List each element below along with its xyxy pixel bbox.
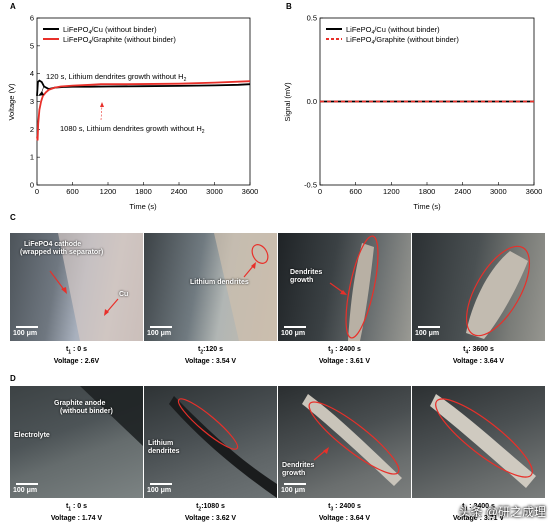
photo-label: Cu [119, 291, 129, 298]
y-tick-label: 3 [30, 97, 34, 106]
y-tick-label: 0.5 [307, 14, 317, 23]
panel-letter-c: C [10, 213, 16, 222]
panel-letter-a: A [10, 2, 16, 11]
photo-d-3: Dendrites growth 100 μm [278, 386, 411, 498]
legend-label-cu: LiFePO4/Cu (without binder) [346, 25, 440, 36]
y-axis-label: Voltage (V) [7, 83, 16, 121]
scale-label: 100 μm [13, 487, 38, 494]
legend-label-graphite: LiFePO4/Graphite (without binder) [346, 35, 459, 46]
x-tick-label: 3000 [206, 187, 223, 196]
annotation-1080s: 1080 s, Lithium dendrites growth without… [60, 124, 205, 135]
caption-c-4: t4: 3600 s Voltage : 3.64 V [452, 346, 505, 366]
photo-label: (wrapped with separator) [20, 249, 104, 256]
x-axis-label: Time (s) [413, 202, 441, 211]
photo-label: dendrites [148, 448, 180, 455]
photo-label: LiFePO4 cathode [24, 241, 82, 248]
y-tick-label: 6 [30, 14, 34, 23]
x-tick-label: 2400 [454, 187, 471, 196]
annotation-arrowhead-1080s [100, 102, 104, 107]
series-line-1 [36, 79, 251, 96]
scale-bar [418, 326, 440, 328]
photo-label: growth [290, 277, 314, 284]
watermark: 头条 @研之成理 [458, 505, 546, 519]
x-tick-label: 1800 [135, 187, 152, 196]
y-tick-label: -0.5 [304, 181, 317, 190]
x-tick-label: 0 [318, 187, 322, 196]
annotation-arrowhead-120s [38, 91, 44, 96]
y-tick-label: 4 [30, 69, 34, 78]
signal-chart: 0 600 1200 1800 2400 3000 3600 -0.5 0.0 0.5 LiFeP… [283, 14, 543, 212]
panel-letter-b: B [286, 2, 292, 11]
y-tick-label: 1 [30, 153, 34, 162]
photo-label: Lithium dendrites [190, 279, 249, 286]
scale-bar [284, 326, 306, 328]
annotation-arrow-1080s [100, 104, 103, 121]
caption-d-4: t3 : 2400 s Voltage : 3.71 V [452, 503, 505, 523]
photo-label: Dendrites [282, 462, 315, 469]
photo-c-1: LiFePO4 cathode (wrapped with separator)… [10, 233, 143, 341]
scale-bar [284, 483, 306, 485]
y-tick-label: 0.0 [307, 97, 317, 106]
photo-label: Electrolyte [14, 432, 50, 439]
caption-c-3: t3 : 2400 s Voltage : 3.61 V [318, 346, 371, 366]
scale-bar [150, 326, 172, 328]
caption-d-3: t3 : 2400 s Voltage : 3.64 V [318, 503, 371, 523]
photo-c-4: 100 μm [412, 233, 545, 341]
x-tick-label: 600 [66, 187, 79, 196]
series-line-2 [36, 80, 251, 141]
scale-label: 100 μm [147, 330, 172, 337]
photo-d-1: Graphite anode (without binder) Electrol… [10, 386, 143, 498]
scale-label: 100 μm [13, 330, 38, 337]
y-axis-label: Signal (mV) [283, 82, 292, 122]
panel-letter-d: D [10, 374, 16, 383]
caption-c-1: t1 : 0 s Voltage : 2.6V [53, 346, 100, 366]
photo-d-4 [412, 386, 545, 498]
photo-label: Lithium [148, 440, 174, 447]
x-tick-label: 1200 [100, 187, 117, 196]
scale-label: 100 μm [281, 487, 306, 494]
x-tick-label: 3600 [526, 187, 543, 196]
voltage-chart: 0 600 1200 1800 2400 3000 3600 0 1 2 3 4 5 6 LiFePO4/… [7, 14, 259, 212]
scale-bar [150, 483, 172, 485]
x-tick-label: 2400 [171, 187, 188, 196]
x-axis-label: Time (s) [129, 202, 157, 211]
photo-label: (without binder) [60, 408, 113, 415]
photo-label: Graphite anode [54, 400, 106, 407]
x-tick-label: 1200 [383, 187, 400, 196]
x-tick-label: 600 [349, 187, 362, 196]
scale-label: 100 μm [415, 330, 440, 337]
legend-label-cu: LiFePO4/Cu (without binder) [63, 25, 157, 36]
scale-label: 100 μm [281, 330, 306, 337]
legend: LiFePO4/Cu (without binder) LiFePO4/Grap… [326, 25, 459, 46]
photo-label: Dendrites [290, 269, 323, 276]
y-tick-label: 5 [30, 41, 34, 50]
scale-bar [16, 326, 38, 328]
y-tick-label: 0 [30, 181, 34, 190]
scale-bar [16, 483, 38, 485]
scale-label: 100 μm [147, 487, 172, 494]
x-tick-label: 3600 [242, 187, 259, 196]
x-tick-label: 1800 [419, 187, 436, 196]
photo-c-3: Dendrites growth 100 μm [278, 233, 411, 341]
legend: LiFePO4/Cu (without binder) LiFePO4/Grap… [43, 25, 176, 46]
caption-d-2: t2:1080 s Voltage : 3.62 V [184, 503, 237, 523]
x-tick-label: 0 [35, 187, 39, 196]
caption-d-1: t1 : 0 s Voltage : 1.74 V [50, 503, 103, 523]
x-tick-label: 3000 [490, 187, 507, 196]
photo-c-2: Lithium dendrites 100 μm [144, 233, 277, 341]
legend-label-graphite: LiFePO4/Graphite (without binder) [63, 35, 176, 46]
annotation-120s: 120 s, Lithium dendrites growth without … [46, 72, 187, 83]
photo-label: growth [282, 470, 306, 477]
caption-c-2: t2:120 s Voltage : 3.54 V [184, 346, 237, 366]
y-tick-label: 2 [30, 125, 34, 134]
photo-d-2: Lithium dendrites 100 μm [144, 386, 277, 498]
